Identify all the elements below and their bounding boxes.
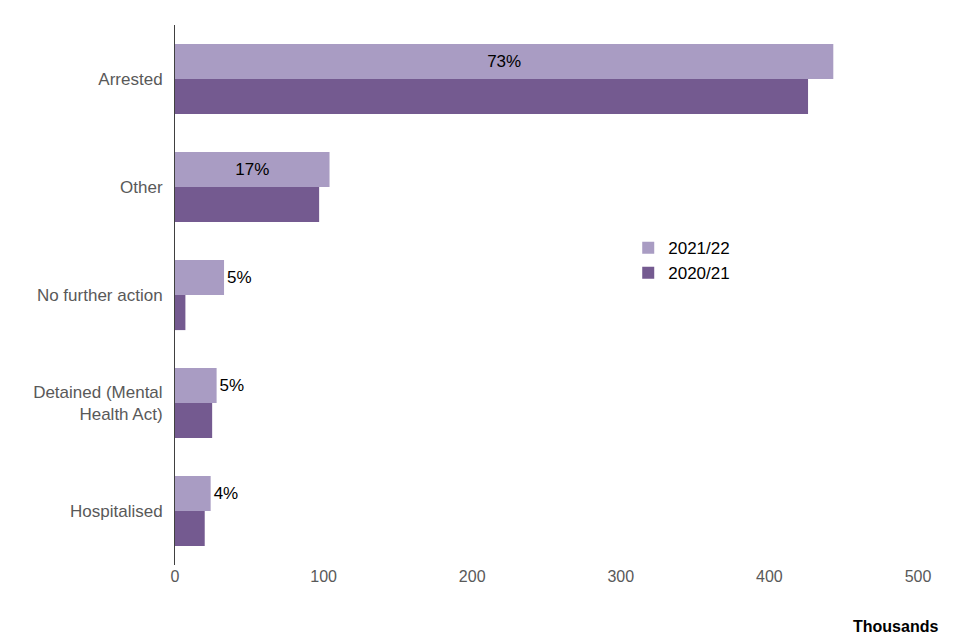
svg-text:Arrested: Arrested xyxy=(98,70,162,89)
svg-text:400: 400 xyxy=(756,568,783,585)
svg-text:Detained (MentalHealth Act): Detained (MentalHealth Act) xyxy=(33,383,162,424)
svg-text:200: 200 xyxy=(459,568,486,585)
svg-text:2021/22: 2021/22 xyxy=(668,239,729,258)
svg-text:5%: 5% xyxy=(220,376,245,395)
svg-text:Hospitalised: Hospitalised xyxy=(70,502,163,521)
svg-text:17%: 17% xyxy=(235,160,269,179)
svg-text:73%: 73% xyxy=(487,52,521,71)
svg-text:0: 0 xyxy=(171,568,180,585)
svg-text:100: 100 xyxy=(310,568,337,585)
svg-text:4%: 4% xyxy=(214,484,239,503)
svg-text:2020/21: 2020/21 xyxy=(668,264,729,283)
svg-text:5%: 5% xyxy=(227,268,252,287)
svg-text:Thousands: Thousands xyxy=(853,618,938,635)
svg-text:Other: Other xyxy=(120,178,163,197)
svg-text:300: 300 xyxy=(607,568,634,585)
svg-text:500: 500 xyxy=(905,568,932,585)
svg-text:No further action: No further action xyxy=(37,286,163,305)
